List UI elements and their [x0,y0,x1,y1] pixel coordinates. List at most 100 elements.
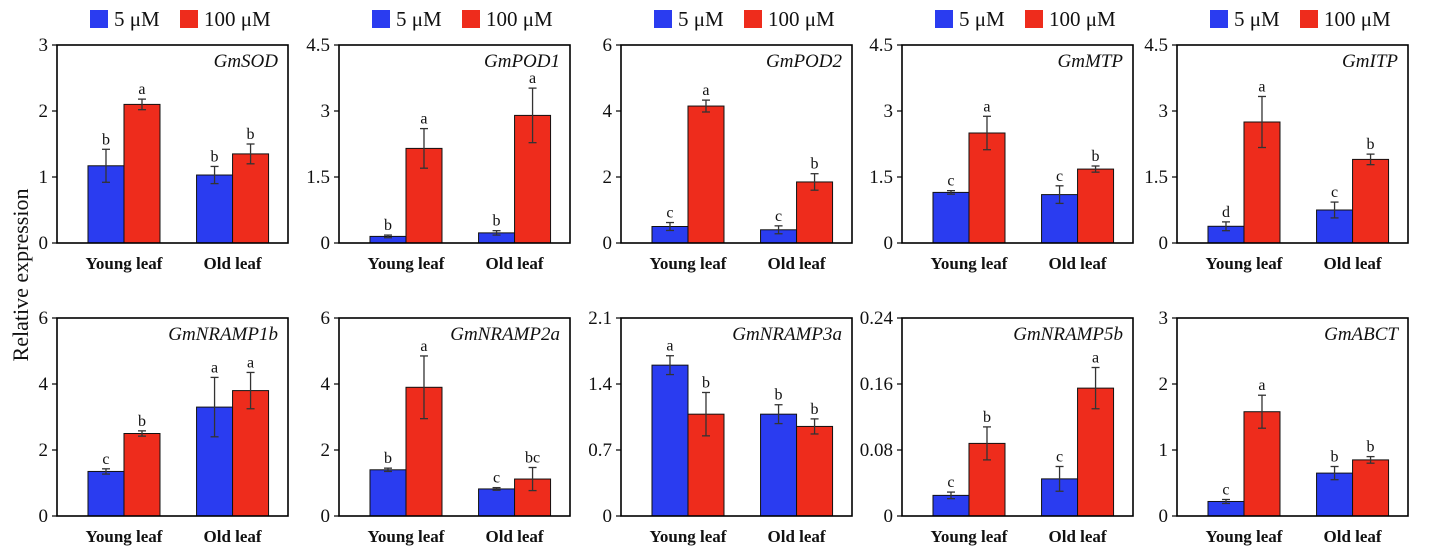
y-tick-label: 1.5 [306,167,330,188]
x-category-label: Young leaf [85,254,162,273]
bar [968,132,1006,244]
x-category-label: Old leaf [1324,527,1382,546]
legend: 5 μM 100 μM [90,7,271,31]
legend: 5 μM 100 μM [935,7,1116,31]
bar [1352,459,1390,517]
bar [932,191,970,244]
legend-swatch [1210,10,1228,28]
legend-swatch [1025,10,1043,28]
significance-label: a [1258,78,1265,95]
y-tick-label: 4.5 [306,35,330,56]
bar [232,153,270,244]
legend-label: 100 μM [768,7,835,31]
bar [478,488,516,517]
y-tick-label: 0.7 [588,440,612,461]
plot-frame [338,44,571,244]
bar [796,425,834,517]
y-tick-label: 0 [1159,506,1169,527]
significance-label: b [983,409,991,426]
significance-label: c [775,208,782,225]
y-tick-label: 3 [39,35,49,56]
panel-gmitp: 0 1.5 3 4.5 d c a b GmITP Young leaf Old leaf [1144,35,1409,273]
y-tick-label: 0 [39,506,49,527]
y-tick-label: 0 [39,233,49,254]
plot-frame [620,317,853,517]
y-tick-label: 2.1 [588,308,612,329]
legend: 5 μM 100 μM [654,7,835,31]
y-tick-label: 4 [603,101,613,122]
significance-label: a [420,111,427,128]
x-category-label: Young leaf [367,527,444,546]
y-tick-label: 1.4 [588,374,612,395]
legend-swatch [372,10,390,28]
y-axis-label: Relative expression [8,189,33,362]
bar [123,433,161,517]
bar [196,174,234,244]
y-tick-label: 4.5 [1144,35,1168,56]
significance-label: c [666,205,673,222]
y-tick-label: 0.08 [860,440,893,461]
legend-label: 5 μM [396,7,442,31]
bar [87,470,125,517]
significance-label: a [1092,350,1099,367]
significance-label: a [983,98,990,115]
y-tick-label: 4 [39,374,49,395]
plot-frame [901,44,1134,244]
legend-label: 100 μM [1049,7,1116,31]
panel-title: GmNRAMP1b [168,324,278,345]
x-category-label: Old leaf [1049,254,1107,273]
y-tick-label: 0.24 [860,308,894,329]
x-category-label: Young leaf [930,254,1007,273]
legend-swatch [1300,10,1318,28]
bar [1352,158,1390,244]
significance-label: b [1092,148,1100,165]
significance-label: c [493,470,500,487]
x-category-label: Young leaf [367,254,444,273]
y-tick-label: 4.5 [869,35,893,56]
significance-label: b [211,148,219,165]
y-tick-label: 1 [1159,440,1169,461]
bar [369,469,407,517]
panel-gmnramp3a: 0 0.7 1.4 2.1 a b b b GmNRAMP3a Young leaf Old lea… [588,308,853,546]
plot-frame [1176,44,1409,244]
y-tick-label: 6 [603,35,613,56]
significance-label: c [1056,168,1063,185]
panel-title: GmSOD [214,51,279,72]
legends: 5 μM 100 μM 5 μM 100 μM 5 μM 100 μM 5 μM 100 μM… [90,7,1391,31]
bar [796,181,834,244]
y-tick-label: 4 [321,374,331,395]
panel-title: GmPOD2 [766,51,842,72]
legend-label: 5 μM [114,7,160,31]
x-category-label: Young leaf [649,254,726,273]
significance-label: b [811,401,819,418]
y-tick-label: 3 [1159,308,1169,329]
significance-label: a [211,359,218,376]
legend-swatch [90,10,108,28]
panel-title: GmNRAMP3a [732,324,842,345]
legend-label: 100 μM [204,7,271,31]
bar [651,364,689,517]
significance-label: c [947,173,954,190]
legend-label: 100 μM [486,7,553,31]
y-tick-label: 0 [321,233,331,254]
significance-label: c [1056,449,1063,466]
plot-frame [620,44,853,244]
panel-gmabct: 0 1 2 3 c b a b GmABCT Young leaf Old leaf [1159,308,1409,546]
x-category-label: Old leaf [486,527,544,546]
significance-label: a [666,338,673,355]
y-tick-label: 1 [39,167,49,188]
legend-label: 5 μM [1234,7,1280,31]
x-category-label: Old leaf [768,254,826,273]
legend-label: 5 μM [959,7,1005,31]
panel-title: GmPOD1 [484,51,560,72]
significance-label: c [1331,184,1338,201]
plot-frame [56,317,289,517]
panel-title: GmNRAMP5b [1013,324,1123,345]
significance-label: c [1222,482,1229,499]
legend-label: 5 μM [678,7,724,31]
panel-title: GmITP [1342,51,1398,72]
panel-gmnramp5b: 0 0.08 0.16 0.24 c c b a GmNRAMP5b Young leaf Old … [860,308,1134,546]
panel-gmmtp: 0 1.5 3 4.5 c c a b GmMTP Young leaf Old leaf [869,35,1134,273]
